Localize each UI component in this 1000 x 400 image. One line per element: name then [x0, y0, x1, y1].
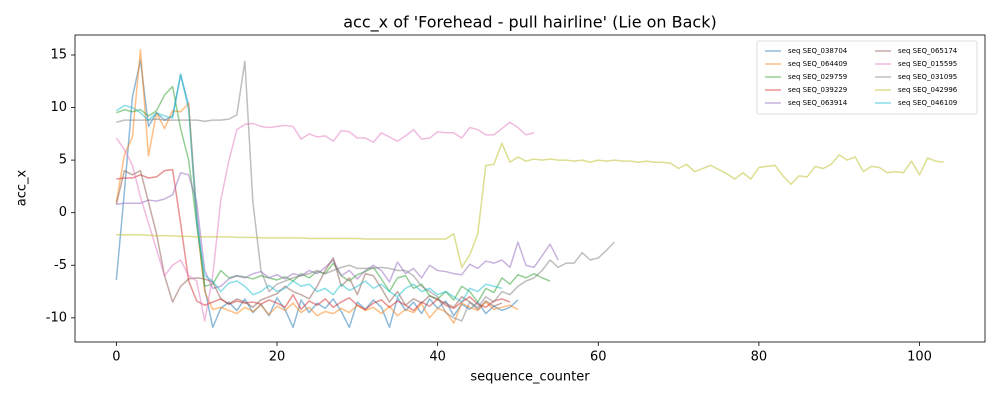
legend-label: seq SEQ_042996 [898, 86, 958, 94]
y-tick-label: 5 [59, 153, 67, 168]
x-tick-label: 100 [907, 350, 932, 365]
legend-label: seq SEQ_029759 [788, 73, 847, 81]
x-tick-label: 80 [751, 350, 768, 365]
y-tick-label: 15 [50, 47, 67, 62]
x-tick-label: 60 [590, 350, 607, 365]
x-axis-label: sequence_counter [470, 370, 590, 385]
legend-box [756, 40, 978, 115]
legend-label: seq SEQ_046109 [898, 99, 957, 107]
legend-label: seq SEQ_063914 [788, 99, 848, 107]
chart-title: acc_x of 'Forehead - pull hairline' (Lie… [343, 13, 716, 33]
legend-label: seq SEQ_064409 [788, 60, 847, 68]
plot-frame [74, 34, 986, 343]
x-tick-label: 20 [269, 350, 286, 365]
legend-label: seq SEQ_031095 [898, 73, 957, 81]
legend-label: seq SEQ_065174 [898, 47, 958, 55]
series-line [115, 48, 519, 324]
series-line [115, 169, 503, 311]
x-tick-label: 0 [112, 350, 120, 365]
series-line [116, 142, 944, 269]
y-tick-label: 0 [59, 205, 67, 220]
legend-label: seq SEQ_038704 [788, 47, 848, 55]
series-line [116, 60, 615, 322]
series-line [116, 171, 559, 290]
y-tick-label: 10 [50, 100, 67, 115]
y-tick-label: -10 [46, 310, 67, 325]
y-tick-label: -5 [54, 258, 67, 273]
series-line [115, 121, 535, 322]
x-tick-label: 40 [429, 350, 446, 365]
series-line [115, 73, 503, 303]
y-axis-label: acc_x [15, 169, 30, 206]
legend-label: seq SEQ_039229 [788, 86, 847, 94]
series-line [116, 168, 511, 312]
series-line [116, 85, 551, 303]
legend-label: seq SEQ_015595 [898, 60, 957, 68]
